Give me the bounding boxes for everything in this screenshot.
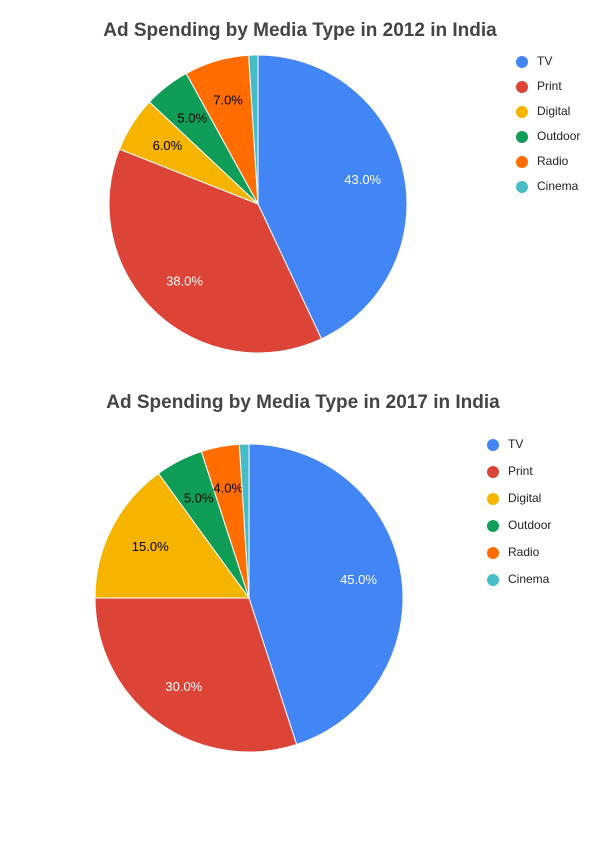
pie-slice [238, 443, 250, 599]
legend-marker [487, 520, 499, 532]
legend-marker [516, 106, 528, 118]
legend-label: Digital [537, 104, 570, 118]
slice-label: 5.0% [184, 491, 214, 506]
legend-label: TV [537, 54, 552, 68]
pie-slice [94, 472, 250, 599]
slice-label: 15.0% [132, 539, 169, 554]
legend-marker [516, 131, 528, 143]
legend-marker [516, 156, 528, 168]
chart-title: Ad Spending by Media Type in 2012 in Ind… [103, 20, 497, 41]
legend-marker [487, 574, 499, 586]
slice-label: 6.0% [153, 138, 183, 153]
legend-label: Radio [508, 545, 540, 559]
slice-label: 5.0% [177, 111, 207, 126]
legend-label: Print [537, 79, 562, 93]
legend-marker [516, 181, 528, 193]
legend-marker [487, 493, 499, 505]
chart-title: Ad Spending by Media Type in 2017 in Ind… [106, 392, 500, 413]
legend-marker [516, 81, 528, 93]
legend-label: Outdoor [537, 129, 580, 143]
legend-marker [516, 56, 528, 68]
pie-slice [108, 148, 323, 354]
legend-label: Cinema [537, 179, 579, 193]
pie-slice [248, 54, 259, 205]
slice-label: 38.0% [166, 274, 203, 289]
legend-marker [487, 439, 499, 451]
legend-label: Cinema [508, 572, 550, 586]
slice-label: 43.0% [344, 172, 381, 187]
slice-label: 30.0% [165, 679, 202, 694]
legend-label: Radio [537, 154, 569, 168]
slice-label: 45.0% [340, 572, 377, 587]
slice-label: 7.0% [213, 92, 243, 107]
legend-marker [487, 466, 499, 478]
pie-slice [94, 597, 298, 753]
pie-slice [248, 443, 404, 746]
legend-label: Print [508, 464, 533, 478]
legend-label: Digital [508, 491, 541, 505]
legend-marker [487, 547, 499, 559]
pie-slice [257, 54, 408, 340]
legend-label: Outdoor [508, 518, 551, 532]
slice-label: 4.0% [213, 481, 243, 496]
legend-label: TV [508, 437, 523, 451]
